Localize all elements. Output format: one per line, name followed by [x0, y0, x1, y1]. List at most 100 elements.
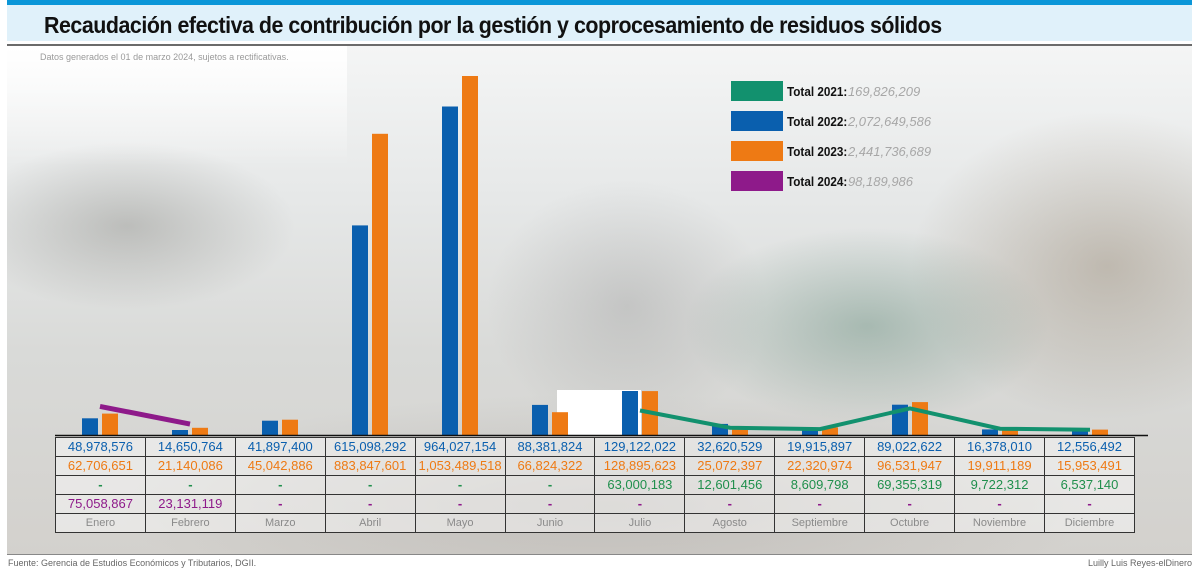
table-cell: 19,911,189: [954, 456, 1045, 476]
month-label: Noviembre: [954, 513, 1045, 533]
bar-2023-febrero: [192, 427, 208, 435]
table-cell: 14,650,764: [144, 437, 236, 457]
month-label: Enero: [55, 513, 146, 533]
legend-value-2023: 2,441,736,689: [847, 143, 932, 159]
table-cell: 883,847,601: [324, 456, 416, 476]
table-cell: 19,915,897: [774, 437, 866, 457]
table-cell: 32,620,529: [684, 437, 776, 457]
legend-swatch-2024: [731, 171, 783, 191]
bar-2022-abril: [352, 225, 368, 435]
legend-label-2021: Total 2021:: [787, 83, 848, 99]
legend-value-2022: 2,072,649,586: [847, 113, 932, 129]
table-row-months: Enero Febrero Marzo Abril Mayo Junio Julio Agos…: [55, 513, 1136, 533]
bar-2023-mayo: [462, 76, 478, 435]
bar-2022-septiembre: [802, 428, 818, 435]
table-cell: -: [234, 494, 326, 514]
month-label: Agosto: [684, 513, 776, 533]
photo-fade: [7, 46, 347, 166]
table-cell: 964,027,154: [414, 437, 506, 457]
month-label: Mayo: [414, 513, 506, 533]
month-label: Septiembre: [774, 513, 866, 533]
legend-swatch-2021: [731, 81, 783, 101]
month-label: Abril: [324, 513, 416, 533]
table-cell: 96,531,947: [864, 456, 956, 476]
legend-item-2022: Total 2022: 2,072,649,586: [731, 110, 931, 132]
table-cell: 63,000,183: [594, 475, 686, 495]
title-band: Recaudación efectiva de contribución por…: [7, 5, 1192, 41]
bar-2023-enero: [102, 413, 118, 435]
table-cell: 48,978,576: [55, 437, 146, 457]
bar-2023-agosto: [732, 426, 748, 435]
legend-item-2023: Total 2023: 2,441,736,689: [731, 140, 931, 162]
month-label: Marzo: [234, 513, 326, 533]
table-cell: 22,320,974: [774, 456, 866, 476]
bar-2023-abril: [372, 133, 388, 436]
legend-item-2024: Total 2024: 98,189,986: [731, 170, 913, 192]
legend-label-2022: Total 2022:: [787, 113, 848, 129]
table-cell: -: [144, 475, 236, 495]
bar-2022-febrero: [172, 430, 188, 435]
table-cell: 21,140,086: [144, 456, 236, 476]
table-cell: -: [864, 494, 956, 514]
bar-2022-noviembre: [982, 429, 998, 435]
bar-2022-julio: [622, 391, 638, 435]
header-top-stripe: [7, 0, 1192, 5]
bar-2023-junio: [552, 412, 568, 435]
table-cell: -: [414, 475, 506, 495]
bar-2023-marzo: [282, 419, 298, 435]
table-cell: 12,556,492: [1043, 437, 1136, 457]
table-cell: 9,722,312: [954, 475, 1045, 495]
table-cell: -: [954, 494, 1045, 514]
table-cell: 12,601,456: [684, 475, 776, 495]
table-cell: 6,537,140: [1043, 475, 1136, 495]
month-label: Junio: [504, 513, 596, 533]
month-label: Febrero: [144, 513, 236, 533]
table-row-2021: - - - - - -63,000,183 12,601,456 8,609,798 69,35…: [55, 475, 1136, 495]
table-cell: 128,895,623: [594, 456, 686, 476]
table-cell: -: [504, 494, 596, 514]
table-cell: 1,053,489,518: [414, 456, 506, 476]
table-cell: 89,022,622: [864, 437, 956, 457]
bar-2023-noviembre: [1002, 428, 1018, 435]
table-row-2022: 48,978,576 14,650,764 41,897,400 615,098,29…: [55, 437, 1136, 457]
table-cell: -: [1043, 494, 1136, 514]
legend-swatch-2022: [731, 111, 783, 131]
bar-2023-septiembre: [822, 427, 838, 435]
legend-value-2021: 169,826,209: [847, 83, 921, 99]
bar-2022-mayo: [442, 106, 458, 435]
legend-swatch-2023: [731, 141, 783, 161]
bar-2023-diciembre: [1092, 429, 1108, 435]
table-cell: 41,897,400: [234, 437, 326, 457]
bar-2022-agosto: [712, 423, 728, 435]
table-cell: 62,706,651: [55, 456, 146, 476]
table-cell: -: [55, 475, 146, 495]
month-label: Julio: [594, 513, 686, 533]
table-cell: 88,381,824: [504, 437, 596, 457]
table-cell: 45,042,886: [234, 456, 326, 476]
bar-2022-enero: [82, 418, 98, 435]
legend-label-2023: Total 2023:: [787, 143, 848, 159]
table-cell: 615,098,292: [324, 437, 416, 457]
line-2021: [639, 406, 1091, 432]
table-row-2024: 75,058,867 23,131,119- - - - - - - - - -: [55, 494, 1136, 514]
table-cell: 8,609,798: [774, 475, 866, 495]
month-label: Diciembre: [1043, 513, 1136, 533]
legend-item-2021: Total 2021: 169,826,209: [731, 80, 920, 102]
table-cell: 66,824,322: [504, 456, 596, 476]
page-title: Recaudación efectiva de contribución por…: [44, 12, 942, 38]
table-cell: -: [684, 494, 776, 514]
table-cell: 25,072,397: [684, 456, 776, 476]
table-cell: -: [324, 494, 416, 514]
table-cell: -: [324, 475, 416, 495]
table-cell: -: [234, 475, 326, 495]
header-rule: [7, 44, 1192, 46]
table-cell: 23,131,119: [144, 494, 236, 514]
table-cell: -: [414, 494, 506, 514]
table-cell: 69,355,319: [864, 475, 956, 495]
legend-value-2024: 98,189,986: [847, 173, 914, 189]
subtitle: Datos generados el 01 de marzo 2024, suj…: [40, 52, 289, 62]
credit-note: Luilly Luis Reyes-elDinero: [1087, 558, 1192, 568]
table-cell: 16,378,010: [954, 437, 1045, 457]
bottom-rule: [7, 554, 1192, 555]
line-2024: [99, 403, 191, 427]
